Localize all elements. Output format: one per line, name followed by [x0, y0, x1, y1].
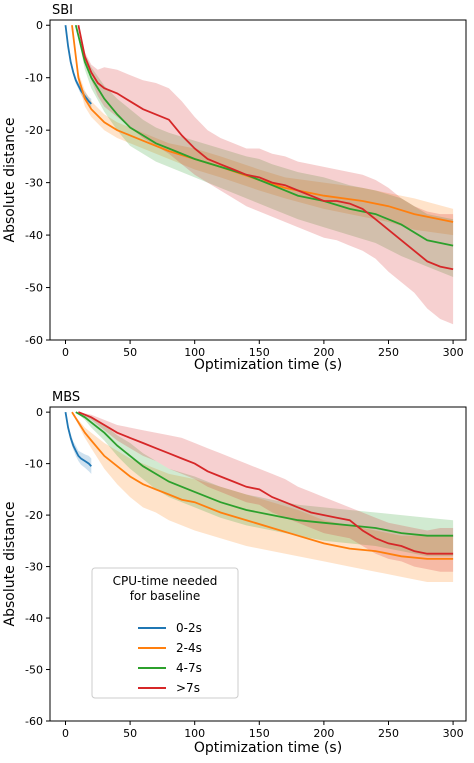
mbs-x-tick-label: 300 — [443, 727, 464, 740]
sbi-line-2-4s — [71, 25, 454, 223]
mbs-y-tick-label: -20 — [25, 509, 43, 522]
mbs-x-tick-label: 150 — [249, 727, 270, 740]
sbi-x-tick-label: 300 — [443, 346, 464, 359]
panel-title-sbi: SBI — [52, 3, 73, 18]
sbi-plot-frame — [49, 19, 467, 341]
mbs-x-tick-label: 100 — [184, 727, 205, 740]
sbi-y-tick-label: -50 — [25, 282, 43, 295]
mbs-x-tick-label: 50 — [123, 727, 137, 740]
sbi-y-axis-label: Absolute distance — [2, 118, 18, 243]
sbi-x-tick-label: 200 — [313, 346, 334, 359]
sbi-band-4-7s — [75, 25, 454, 278]
mbs-line-0-2s — [64, 411, 92, 467]
mbs-y-tick-label: -30 — [25, 561, 43, 574]
mbs-y-tick-label: -40 — [25, 612, 43, 625]
mbs-line-gt7s — [78, 411, 454, 555]
mbs-line-2-4s — [71, 411, 454, 560]
sbi-y-tick-label: -20 — [25, 124, 43, 137]
panel-title-mbs: MBS — [52, 390, 80, 405]
sbi-x-axis-label: Optimization time (s) — [194, 357, 342, 373]
sbi-y-tick-label: 0 — [36, 19, 43, 32]
mbs-y-axis-label: Absolute distance — [2, 502, 18, 627]
legend-title-line: CPU-time needed — [113, 574, 218, 588]
sbi-x-tick-label: 250 — [378, 346, 399, 359]
sbi-x-tick-label: 50 — [123, 346, 137, 359]
sbi-x-tick-label: 100 — [184, 346, 205, 359]
mbs-y-tick-label: -60 — [25, 715, 43, 728]
mbs-band-gt7s — [78, 412, 454, 572]
sbi-band-gt7s — [78, 25, 454, 325]
legend-label-0-2s: 0-2s — [176, 621, 202, 635]
sbi-y-tick-label: -40 — [25, 229, 43, 242]
sbi-y-tick-label: -60 — [25, 334, 43, 347]
mbs-line-4-7s — [75, 411, 454, 537]
legend-label-2-4s: 2-4s — [176, 641, 202, 655]
mbs-y-tick-label: -10 — [25, 458, 43, 471]
chart-panel-mbs: MBS 0 50 100 150 200 250 300 0 -10 -20 -30 -40 -50 -6… — [2, 390, 467, 756]
sbi-line-0-2s — [64, 25, 92, 105]
mbs-y-tick-label: -50 — [25, 664, 43, 677]
chart-panel-sbi: SBI 0 50 100 150 200 250 300 0 -10 -20 -30 -40 -50 -6… — [2, 3, 467, 373]
sbi-y-tick-label: -30 — [25, 177, 43, 190]
mbs-band-2-4s — [72, 412, 454, 582]
legend-title-line: for baseline — [130, 589, 201, 603]
mbs-band-0-2s — [65, 412, 92, 474]
sbi-x-tick-label: 0 — [62, 346, 69, 359]
mbs-x-tick-label: 0 — [62, 727, 69, 740]
legend-label-4-7s: 4-7s — [176, 661, 202, 675]
mbs-x-tick-label: 200 — [313, 727, 334, 740]
mbs-band-4-7s — [75, 412, 454, 557]
mbs-x-axis-label: Optimization time (s) — [194, 740, 342, 756]
sbi-y-tick-label: -10 — [25, 72, 43, 85]
mbs-plot-frame — [49, 406, 467, 722]
mbs-y-tick-label: 0 — [36, 406, 43, 419]
legend-box — [91, 567, 239, 699]
sbi-line-gt7s — [77, 25, 454, 271]
legend-label-gt7s: >7s — [176, 681, 200, 695]
sbi-x-tick-label: 150 — [249, 346, 270, 359]
mbs-x-tick-label: 250 — [378, 727, 399, 740]
